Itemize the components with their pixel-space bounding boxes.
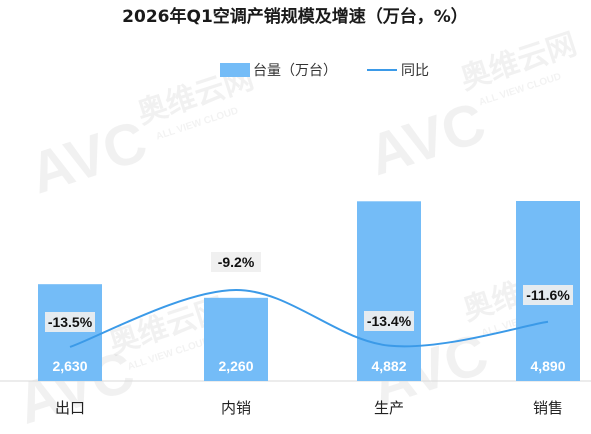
category-label-1: 内销	[221, 399, 251, 417]
watermark-logo: AVC	[22, 108, 154, 206]
bar-value-label-1: 2,260	[218, 358, 253, 374]
yoy-label-group-2: -13.4%	[364, 311, 414, 331]
category-label-3: 销售	[533, 399, 563, 417]
yoy-label-0: -13.5%	[48, 314, 93, 330]
yoy-label-3: -11.6%	[526, 287, 570, 303]
chart-title: 2026年Q1空调产销规模及增速（万台，%）	[122, 6, 468, 27]
category-label-2: 生产	[374, 399, 404, 417]
legend-swatch-bar	[220, 63, 250, 77]
yoy-label-group-3: -11.6%	[523, 285, 573, 305]
watermark-logo: AVC	[361, 90, 493, 188]
bar-value-label-0: 2,630	[52, 358, 87, 374]
yoy-label-group-0: -13.5%	[45, 312, 95, 332]
legend-label-line: 同比	[401, 63, 429, 79]
bar-2	[357, 201, 421, 381]
yoy-label-2: -13.4%	[367, 313, 412, 329]
yoy-label-group-1: -9.2%	[211, 252, 261, 272]
bar-value-label-2: 4,882	[371, 358, 406, 374]
legend-label-bar: 台量（万台）	[253, 63, 337, 79]
bar-value-label-3: 4,890	[530, 358, 565, 374]
category-label-0: 出口	[55, 399, 85, 417]
yoy-label-1: -9.2%	[218, 254, 255, 270]
